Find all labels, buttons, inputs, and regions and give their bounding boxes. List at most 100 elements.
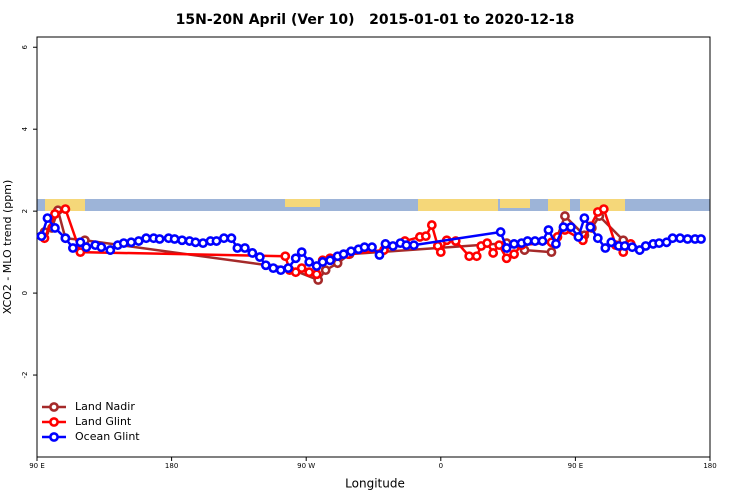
data-point	[374, 250, 385, 260]
chart-title: 15N-20N April (Ver 10) 2015-01-01 to 202…	[176, 12, 575, 28]
data-point	[488, 248, 499, 258]
x-tick-label: 180	[165, 462, 178, 470]
data-point	[420, 231, 431, 242]
x-tick-label: 90 E	[29, 462, 45, 470]
ocean-band	[37, 199, 710, 211]
data-point	[141, 233, 152, 244]
data-point	[640, 241, 651, 251]
data-point	[619, 241, 630, 251]
data-point	[551, 239, 561, 249]
x-tick-label: 90 E	[568, 462, 584, 470]
legend-label: Land Nadir	[75, 400, 135, 413]
data-point	[280, 251, 291, 262]
data-point	[169, 234, 180, 244]
data-point	[260, 260, 271, 271]
legend: Land Nadir Land Glint Ocean Glint	[42, 400, 140, 443]
data-point	[592, 233, 603, 244]
data-point	[105, 245, 116, 255]
land-patch	[285, 199, 320, 207]
data-point	[198, 238, 208, 249]
data-point	[598, 204, 609, 214]
data-point	[495, 227, 506, 237]
data-point	[126, 237, 137, 248]
data-point	[573, 232, 584, 242]
y-tick-label: 4	[21, 126, 29, 131]
data-point	[494, 240, 505, 251]
data-point	[296, 247, 307, 258]
data-point	[118, 238, 129, 249]
data-point	[600, 243, 611, 253]
data-point	[380, 239, 391, 249]
data-point	[359, 242, 370, 253]
data-point	[133, 236, 144, 246]
map-strip	[37, 199, 710, 211]
data-point	[296, 263, 307, 274]
data-point	[96, 242, 107, 253]
y-tick-label: 2	[21, 209, 29, 213]
data-point	[667, 233, 678, 244]
land-patch	[500, 199, 530, 208]
data-point	[388, 241, 398, 251]
y-tick-label: -2	[21, 372, 29, 379]
data-point	[543, 225, 554, 235]
data-point	[232, 243, 243, 253]
data-point	[464, 251, 475, 262]
data-point	[696, 234, 706, 244]
data-point	[627, 242, 638, 253]
data-point	[338, 249, 349, 260]
y-tick-label: 6	[21, 44, 29, 49]
data-point	[654, 238, 665, 249]
data-point	[304, 257, 315, 267]
data-point	[190, 237, 201, 248]
data-point	[247, 248, 258, 258]
data-point	[530, 236, 540, 246]
data-point	[522, 236, 533, 246]
data-point	[560, 211, 570, 221]
data-point	[682, 234, 693, 244]
data-point	[579, 213, 590, 224]
x-tick-label: 90 W	[297, 462, 315, 470]
data-point	[401, 240, 412, 251]
legend-label: Land Glint	[75, 415, 132, 428]
data-point	[537, 236, 548, 246]
legend-marker	[49, 417, 59, 427]
data-point	[211, 236, 222, 246]
data-point	[226, 233, 237, 244]
data-point	[67, 243, 78, 253]
plot-frame	[36, 36, 711, 458]
data-point	[50, 223, 60, 233]
land-patch	[418, 199, 498, 211]
data-point	[585, 222, 596, 233]
data-point	[566, 222, 576, 233]
data-point	[435, 247, 446, 258]
data-point	[408, 240, 419, 251]
data-point	[75, 247, 86, 258]
data-point	[177, 235, 187, 246]
data-point	[501, 243, 512, 253]
data-point	[317, 257, 328, 267]
data-point	[558, 222, 569, 233]
data-point	[60, 204, 71, 214]
data-point	[426, 220, 437, 230]
x-axis-label: Longitude	[345, 477, 405, 491]
data-point	[325, 255, 336, 266]
data-point	[367, 242, 377, 253]
data-point	[268, 263, 279, 274]
data-point	[546, 247, 557, 258]
data-point	[75, 237, 86, 248]
data-point	[675, 233, 685, 244]
x-tick-label: 0	[439, 462, 443, 470]
y-tick-label: 0	[21, 291, 29, 295]
data-point	[346, 246, 356, 257]
data-point	[154, 234, 165, 244]
data-point	[311, 269, 322, 280]
land-patch	[548, 199, 570, 211]
legend-label: Ocean Glint	[75, 430, 140, 443]
data-point	[36, 231, 47, 242]
x-tick-label: 180	[703, 462, 716, 470]
data-point	[42, 213, 53, 224]
data-point	[304, 267, 315, 278]
data-point	[81, 242, 92, 253]
data-point	[219, 233, 229, 244]
